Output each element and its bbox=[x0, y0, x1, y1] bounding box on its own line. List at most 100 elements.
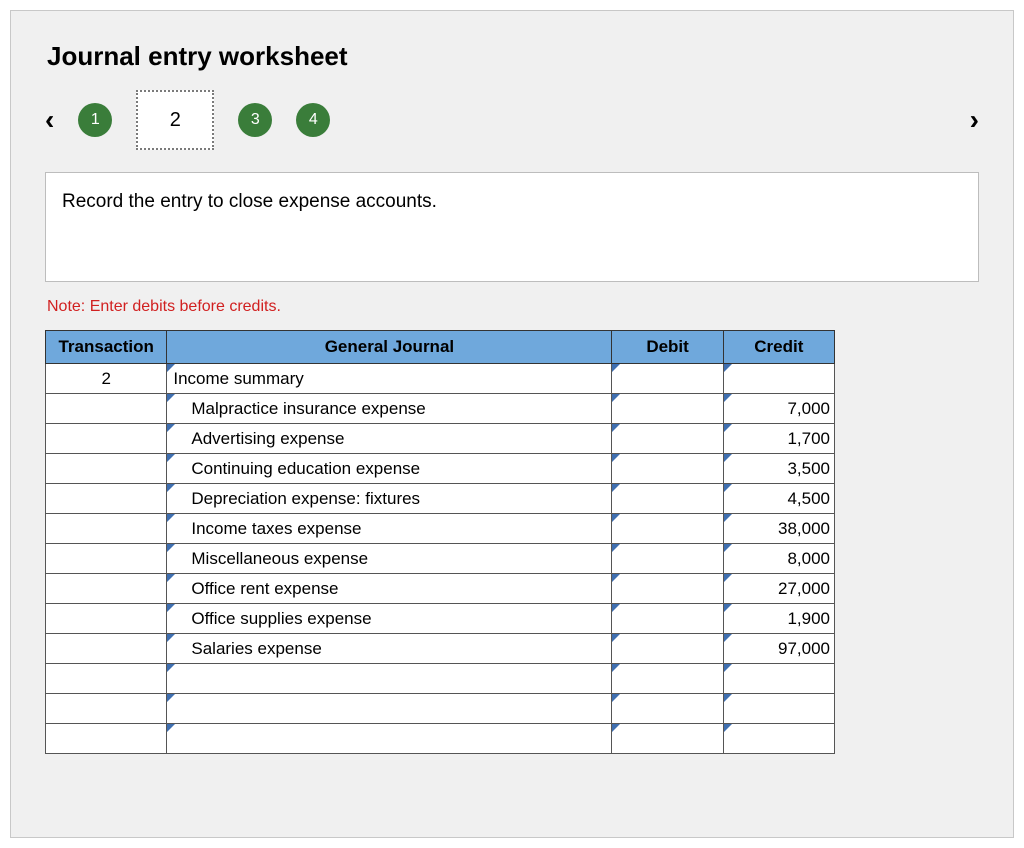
debit-cell[interactable] bbox=[612, 484, 723, 514]
debit-cell[interactable] bbox=[612, 364, 723, 394]
step-nav: ‹ 1234 › bbox=[45, 90, 979, 150]
general-journal-text: Malpractice insurance expense bbox=[167, 399, 425, 418]
col-header-debit: Debit bbox=[612, 331, 723, 364]
credit-cell[interactable]: 1,700 bbox=[723, 424, 834, 454]
worksheet-panel: Journal entry worksheet ‹ 1234 › Record … bbox=[10, 10, 1014, 838]
table-row bbox=[46, 694, 835, 724]
debit-cell[interactable] bbox=[612, 694, 723, 724]
credit-value: 27,000 bbox=[724, 579, 834, 599]
general-journal-cell[interactable]: Office rent expense bbox=[167, 574, 612, 604]
debit-cell[interactable] bbox=[612, 664, 723, 694]
instruction-box: Record the entry to close expense accoun… bbox=[45, 172, 979, 282]
general-journal-cell[interactable]: Continuing education expense bbox=[167, 454, 612, 484]
general-journal-cell[interactable]: Salaries expense bbox=[167, 634, 612, 664]
transaction-cell[interactable] bbox=[46, 424, 167, 454]
credit-cell[interactable]: 4,500 bbox=[723, 484, 834, 514]
step-nav-left: ‹ 1234 bbox=[45, 90, 330, 150]
general-journal-cell[interactable]: Malpractice insurance expense bbox=[167, 394, 612, 424]
table-row: Office supplies expense 1,900 bbox=[46, 604, 835, 634]
table-row: Miscellaneous expense 8,000 bbox=[46, 544, 835, 574]
credit-cell[interactable]: 97,000 bbox=[723, 634, 834, 664]
credit-cell[interactable]: 7,000 bbox=[723, 394, 834, 424]
col-header-general-journal: General Journal bbox=[167, 331, 612, 364]
general-journal-text: Income taxes expense bbox=[167, 519, 361, 538]
col-header-transaction: Transaction bbox=[46, 331, 167, 364]
transaction-cell[interactable] bbox=[46, 634, 167, 664]
credit-cell[interactable] bbox=[723, 724, 834, 754]
step-tab[interactable]: 3 bbox=[238, 103, 272, 137]
credit-value: 8,000 bbox=[724, 549, 834, 569]
table-row: Advertising expense 1,700 bbox=[46, 424, 835, 454]
table-row: Continuing education expense 3,500 bbox=[46, 454, 835, 484]
note-text: Note: Enter debits before credits. bbox=[47, 298, 979, 316]
transaction-cell[interactable] bbox=[46, 484, 167, 514]
general-journal-cell[interactable] bbox=[167, 694, 612, 724]
next-step-button[interactable]: › bbox=[970, 106, 979, 134]
general-journal-text bbox=[167, 699, 173, 718]
step-tab[interactable]: 4 bbox=[296, 103, 330, 137]
general-journal-text: Miscellaneous expense bbox=[167, 549, 368, 568]
transaction-cell[interactable] bbox=[46, 604, 167, 634]
general-journal-text: Continuing education expense bbox=[167, 459, 420, 478]
credit-value: 1,700 bbox=[724, 429, 834, 449]
general-journal-cell[interactable]: Income taxes expense bbox=[167, 514, 612, 544]
table-row: Office rent expense 27,000 bbox=[46, 574, 835, 604]
credit-cell[interactable] bbox=[723, 694, 834, 724]
general-journal-cell[interactable]: Advertising expense bbox=[167, 424, 612, 454]
table-row bbox=[46, 724, 835, 754]
step-tab-active[interactable]: 2 bbox=[136, 90, 214, 150]
step-tab[interactable]: 1 bbox=[78, 103, 112, 137]
debit-cell[interactable] bbox=[612, 454, 723, 484]
credit-cell[interactable] bbox=[723, 664, 834, 694]
credit-cell[interactable]: 1,900 bbox=[723, 604, 834, 634]
general-journal-cell[interactable] bbox=[167, 664, 612, 694]
credit-cell[interactable]: 8,000 bbox=[723, 544, 834, 574]
transaction-cell[interactable] bbox=[46, 694, 167, 724]
transaction-cell[interactable] bbox=[46, 574, 167, 604]
prev-step-button[interactable]: ‹ bbox=[45, 106, 54, 134]
general-journal-text: Office supplies expense bbox=[167, 609, 371, 628]
transaction-cell[interactable] bbox=[46, 664, 167, 694]
general-journal-text bbox=[167, 669, 173, 688]
credit-value: 38,000 bbox=[724, 519, 834, 539]
general-journal-cell[interactable]: Income summary bbox=[167, 364, 612, 394]
table-row: 2Income summary bbox=[46, 364, 835, 394]
debit-cell[interactable] bbox=[612, 424, 723, 454]
transaction-cell[interactable] bbox=[46, 724, 167, 754]
debit-cell[interactable] bbox=[612, 634, 723, 664]
credit-cell[interactable] bbox=[723, 364, 834, 394]
credit-value: 3,500 bbox=[724, 459, 834, 479]
general-journal-cell[interactable]: Office supplies expense bbox=[167, 604, 612, 634]
debit-cell[interactable] bbox=[612, 514, 723, 544]
table-row: Malpractice insurance expense 7,000 bbox=[46, 394, 835, 424]
debit-cell[interactable] bbox=[612, 574, 723, 604]
transaction-cell[interactable]: 2 bbox=[46, 364, 167, 394]
debit-cell[interactable] bbox=[612, 724, 723, 754]
page-title: Journal entry worksheet bbox=[47, 41, 979, 72]
journal-table: Transaction General Journal Debit Credit… bbox=[45, 330, 835, 754]
debit-cell[interactable] bbox=[612, 604, 723, 634]
instruction-text: Record the entry to close expense accoun… bbox=[62, 191, 437, 212]
table-row bbox=[46, 664, 835, 694]
transaction-cell[interactable] bbox=[46, 454, 167, 484]
table-row: Salaries expense 97,000 bbox=[46, 634, 835, 664]
debit-cell[interactable] bbox=[612, 394, 723, 424]
credit-cell[interactable]: 3,500 bbox=[723, 454, 834, 484]
credit-value: 97,000 bbox=[724, 639, 834, 659]
credit-value: 7,000 bbox=[724, 399, 834, 419]
general-journal-text bbox=[167, 729, 173, 748]
general-journal-cell[interactable] bbox=[167, 724, 612, 754]
credit-cell[interactable]: 38,000 bbox=[723, 514, 834, 544]
transaction-cell[interactable] bbox=[46, 514, 167, 544]
credit-value: 1,900 bbox=[724, 609, 834, 629]
credit-cell[interactable]: 27,000 bbox=[723, 574, 834, 604]
transaction-cell[interactable] bbox=[46, 544, 167, 574]
general-journal-text: Salaries expense bbox=[167, 639, 321, 658]
col-header-credit: Credit bbox=[723, 331, 834, 364]
transaction-cell[interactable] bbox=[46, 394, 167, 424]
general-journal-text: Depreciation expense: fixtures bbox=[167, 489, 420, 508]
general-journal-cell[interactable]: Depreciation expense: fixtures bbox=[167, 484, 612, 514]
debit-cell[interactable] bbox=[612, 544, 723, 574]
general-journal-cell[interactable]: Miscellaneous expense bbox=[167, 544, 612, 574]
general-journal-text: Income summary bbox=[167, 369, 303, 388]
